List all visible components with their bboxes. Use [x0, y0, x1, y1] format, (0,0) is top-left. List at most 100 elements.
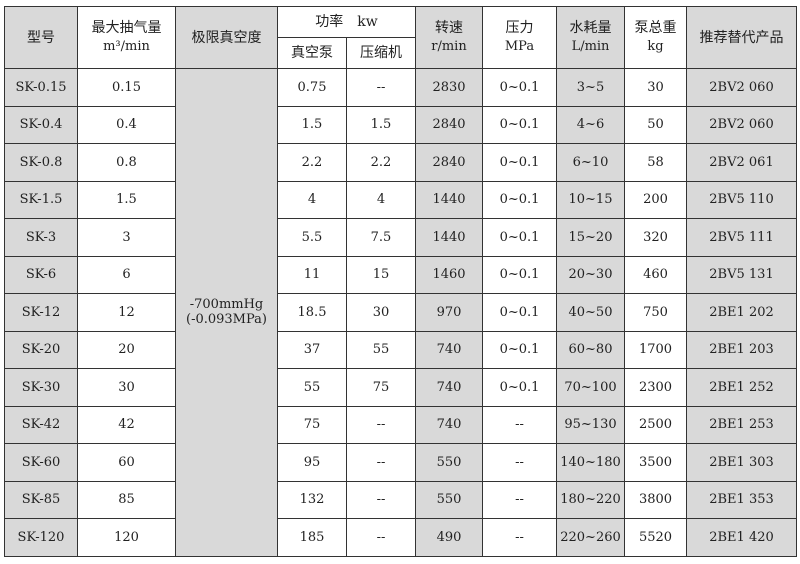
cell-replacement: 2BV2 060	[686, 68, 797, 107]
cell-model: SK-0.8	[4, 143, 78, 182]
table-row: SK-1.5 1.5 4 4 1440 0~0.1 10~15 200 2BV5 110	[4, 180, 797, 219]
cell-model: SK-0.15	[4, 68, 78, 107]
cell-power-compressor: 75	[346, 368, 416, 407]
table-row: SK-0.4 0.4 1.5 1.5 2840 0~0.1 4~6 50 2BV2 060	[4, 105, 797, 144]
cell-speed: 2840	[415, 143, 483, 182]
cell-speed: 1440	[415, 218, 483, 257]
cell-speed: 550	[415, 443, 483, 482]
cell-flow: 42	[77, 405, 176, 444]
cell-power-pump: 1.5	[277, 105, 347, 144]
cell-speed: 490	[415, 518, 483, 557]
cell-water: 180~220	[556, 480, 625, 519]
cell-replacement: 2BE1 203	[686, 330, 797, 369]
header-water: 水耗量 L/min	[556, 6, 625, 69]
cell-weight: 58	[624, 143, 687, 182]
cell-water: 20~30	[556, 255, 625, 294]
cell-pressure: 0~0.1	[482, 255, 557, 294]
cell-flow: 30	[77, 368, 176, 407]
cell-water: 220~260	[556, 518, 625, 557]
cell-speed: 740	[415, 405, 483, 444]
cell-flow: 6	[77, 255, 176, 294]
cell-water: 10~15	[556, 180, 625, 219]
cell-flow: 1.5	[77, 180, 176, 219]
cell-weight: 5520	[624, 518, 687, 557]
cell-power-pump: 11	[277, 255, 347, 294]
table-row: SK-3 3 5.5 7.5 1440 0~0.1 15~20 320 2BV5 111	[4, 218, 797, 257]
cell-power-compressor: 1.5	[346, 105, 416, 144]
cell-model: SK-6	[4, 255, 78, 294]
cell-power-compressor: 30	[346, 293, 416, 332]
cell-power-compressor: 55	[346, 330, 416, 369]
cell-water: 70~100	[556, 368, 625, 407]
cell-flow: 60	[77, 443, 176, 482]
table-row: SK-120 120 185 -- 490 -- 220~260 5520 2BE1 420	[4, 518, 797, 557]
cell-water: 3~5	[556, 68, 625, 107]
cell-flow: 0.4	[77, 105, 176, 144]
header-model: 型号	[4, 6, 78, 69]
cell-weight: 1700	[624, 330, 687, 369]
table-row: SK-0.8 0.8 2.2 2.2 2840 0~0.1 6~10 58 2BV2 061	[4, 143, 797, 182]
cell-speed: 970	[415, 293, 483, 332]
cell-model: SK-1.5	[4, 180, 78, 219]
cell-flow: 3	[77, 218, 176, 257]
header-power: 功率 kw	[277, 6, 416, 38]
cell-pressure: 0~0.1	[482, 143, 557, 182]
cell-replacement: 2BV2 061	[686, 143, 797, 182]
header-weight: 泵总重 kg	[624, 6, 687, 69]
cell-replacement: 2BE1 253	[686, 405, 797, 444]
cell-weight: 50	[624, 105, 687, 144]
cell-speed: 740	[415, 330, 483, 369]
cell-pressure: 0~0.1	[482, 293, 557, 332]
cell-flow: 12	[77, 293, 176, 332]
cell-model: SK-120	[4, 518, 78, 557]
cell-speed: 1460	[415, 255, 483, 294]
header-pressure: 压力 MPa	[482, 6, 557, 69]
cell-replacement: 2BV5 110	[686, 180, 797, 219]
cell-vacuum: -700mmHg (-0.093MPa)	[175, 68, 278, 557]
table-row: SK-6 6 11 15 1460 0~0.1 20~30 460 2BV5 131	[4, 255, 797, 294]
cell-speed: 550	[415, 480, 483, 519]
cell-replacement: 2BV5 111	[686, 218, 797, 257]
cell-flow: 20	[77, 330, 176, 369]
cell-model: SK-60	[4, 443, 78, 482]
cell-model: SK-20	[4, 330, 78, 369]
cell-speed: 740	[415, 368, 483, 407]
cell-speed: 2840	[415, 105, 483, 144]
cell-power-pump: 5.5	[277, 218, 347, 257]
cell-power-pump: 18.5	[277, 293, 347, 332]
cell-replacement: 2BE1 202	[686, 293, 797, 332]
header-power-compressor: 压缩机	[346, 37, 416, 69]
cell-flow: 0.15	[77, 68, 176, 107]
cell-power-pump: 37	[277, 330, 347, 369]
header-replacement: 推荐替代产品	[686, 6, 797, 69]
cell-weight: 30	[624, 68, 687, 107]
cell-weight: 750	[624, 293, 687, 332]
cell-power-pump: 2.2	[277, 143, 347, 182]
table-row: SK-12 12 18.5 30 970 0~0.1 40~50 750 2BE1 202	[4, 293, 797, 332]
cell-pressure: 0~0.1	[482, 330, 557, 369]
cell-power-pump: 4	[277, 180, 347, 219]
cell-replacement: 2BV2 060	[686, 105, 797, 144]
cell-model: SK-30	[4, 368, 78, 407]
cell-power-compressor: --	[346, 68, 416, 107]
cell-weight: 200	[624, 180, 687, 219]
cell-pressure: 0~0.1	[482, 218, 557, 257]
cell-power-pump: 185	[277, 518, 347, 557]
table-row: SK-60 60 95 -- 550 -- 140~180 3500 2BE1 303	[4, 443, 797, 482]
cell-water: 140~180	[556, 443, 625, 482]
cell-power-compressor: --	[346, 518, 416, 557]
cell-speed: 2830	[415, 68, 483, 107]
cell-water: 95~130	[556, 405, 625, 444]
cell-model: SK-0.4	[4, 105, 78, 144]
table-row: SK-0.15 0.15 -700mmHg (-0.093MPa) 0.75 -- 2830…	[4, 68, 797, 557]
cell-weight: 460	[624, 255, 687, 294]
cell-power-pump: 75	[277, 405, 347, 444]
cell-pressure: 0~0.1	[482, 105, 557, 144]
cell-replacement: 2BE1 420	[686, 518, 797, 557]
cell-water: 6~10	[556, 143, 625, 182]
cell-speed: 1440	[415, 180, 483, 219]
table-row: SK-85 85 132 -- 550 -- 180~220 3800 2BE1 353	[4, 480, 797, 519]
header-power-pump: 真空泵	[277, 37, 347, 69]
cell-pressure: --	[482, 405, 557, 444]
cell-pressure: 0~0.1	[482, 68, 557, 107]
